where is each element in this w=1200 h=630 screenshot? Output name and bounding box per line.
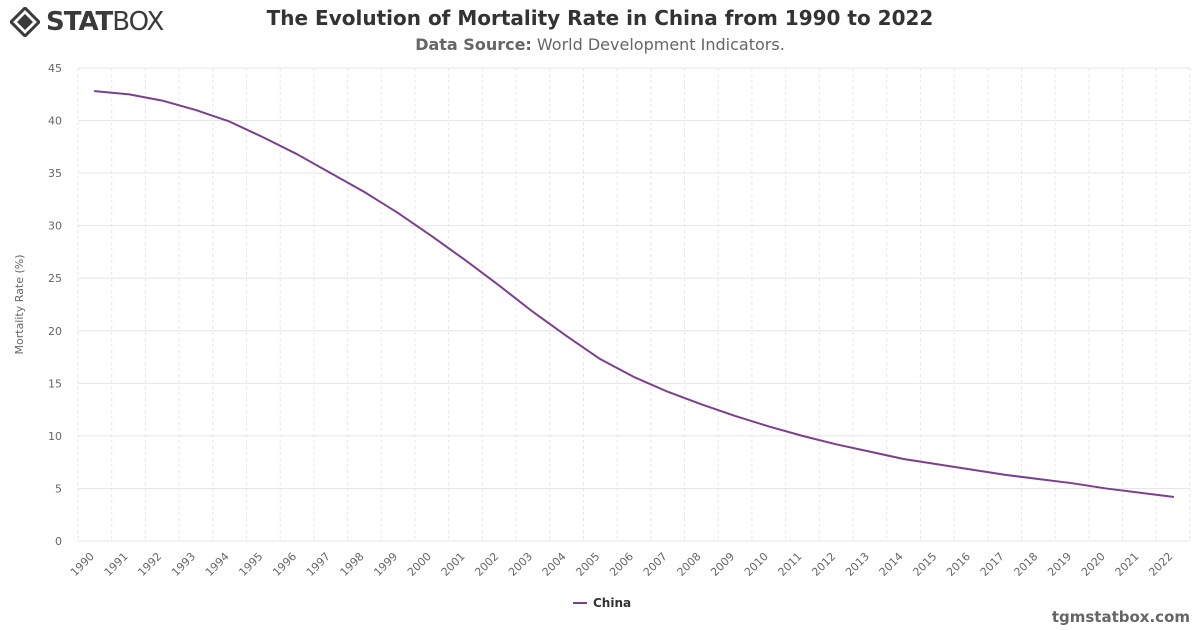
x-tick-label: 2012	[809, 550, 838, 579]
x-tick-label: 2021	[1113, 550, 1142, 579]
x-tick-label: 1993	[169, 550, 198, 579]
logo-text: STATBOX	[46, 7, 164, 37]
y-tick-label: 15	[48, 377, 62, 390]
x-tick-label: 2016	[944, 550, 973, 579]
y-tick-label: 5	[55, 482, 62, 495]
x-tick-label: 1992	[135, 550, 164, 579]
logo-text-bold: STAT	[46, 7, 113, 37]
x-tick-label: 2001	[439, 550, 468, 579]
site-watermark: tgmstatbox.com	[1051, 608, 1190, 626]
subtitle-value: World Development Indicators.	[536, 35, 785, 54]
chart-subtitle: Data Source: World Development Indicator…	[0, 35, 1200, 54]
x-tick-label: 1997	[304, 550, 333, 579]
y-tick-label: 40	[48, 115, 62, 128]
x-tick-label: 2007	[641, 550, 670, 579]
x-tick-label: 2000	[405, 550, 434, 579]
x-tick-label: 2011	[776, 550, 805, 579]
x-tick-label: 1998	[338, 550, 367, 579]
legend-item-label: China	[593, 596, 631, 610]
statbox-logo: STATBOX	[10, 7, 164, 37]
series-line-china	[93, 90, 1175, 498]
y-tick-label: 30	[48, 220, 62, 233]
x-tick-label: 2008	[675, 550, 704, 579]
x-tick-label: 2003	[506, 550, 535, 579]
y-tick-label: 20	[48, 325, 62, 338]
x-tick-label: 1996	[270, 550, 299, 579]
x-tick-label: 2009	[708, 550, 737, 579]
x-tick-label: 2004	[540, 550, 569, 579]
y-tick-label: 35	[48, 167, 62, 180]
y-tick-label: 25	[48, 272, 62, 285]
x-tick-label: 2017	[978, 550, 1007, 579]
x-tick-label: 1991	[102, 550, 131, 579]
x-tick-label: 2013	[843, 550, 872, 579]
subtitle-label: Data Source:	[415, 35, 532, 54]
x-tick-label: 2022	[1146, 550, 1175, 579]
chart-title: The Evolution of Mortality Rate in China…	[266, 6, 934, 30]
x-tick-label: 2014	[877, 550, 906, 579]
x-tick-label: 2015	[910, 550, 939, 579]
x-tick-label: 2005	[573, 550, 602, 579]
y-tick-label: 45	[48, 62, 62, 75]
x-tick-label: 1994	[203, 550, 232, 579]
x-tick-label: 1995	[236, 550, 265, 579]
x-tick-label: 2002	[472, 550, 501, 579]
x-tick-label: 2010	[742, 550, 771, 579]
logo-text-light: BOX	[112, 7, 164, 37]
y-axis-title: Mortality Rate (%)	[13, 255, 26, 355]
x-tick-label: 2020	[1079, 550, 1108, 579]
x-tick-label: 1999	[371, 550, 400, 579]
x-tick-label: 2018	[1011, 550, 1040, 579]
x-tick-label: 2006	[607, 550, 636, 579]
x-tick-label: 1990	[68, 550, 97, 579]
y-tick-label: 0	[55, 535, 62, 548]
x-tick-label: 2019	[1045, 550, 1074, 579]
diamond-logo-icon	[10, 7, 40, 37]
y-tick-label: 10	[48, 430, 62, 443]
